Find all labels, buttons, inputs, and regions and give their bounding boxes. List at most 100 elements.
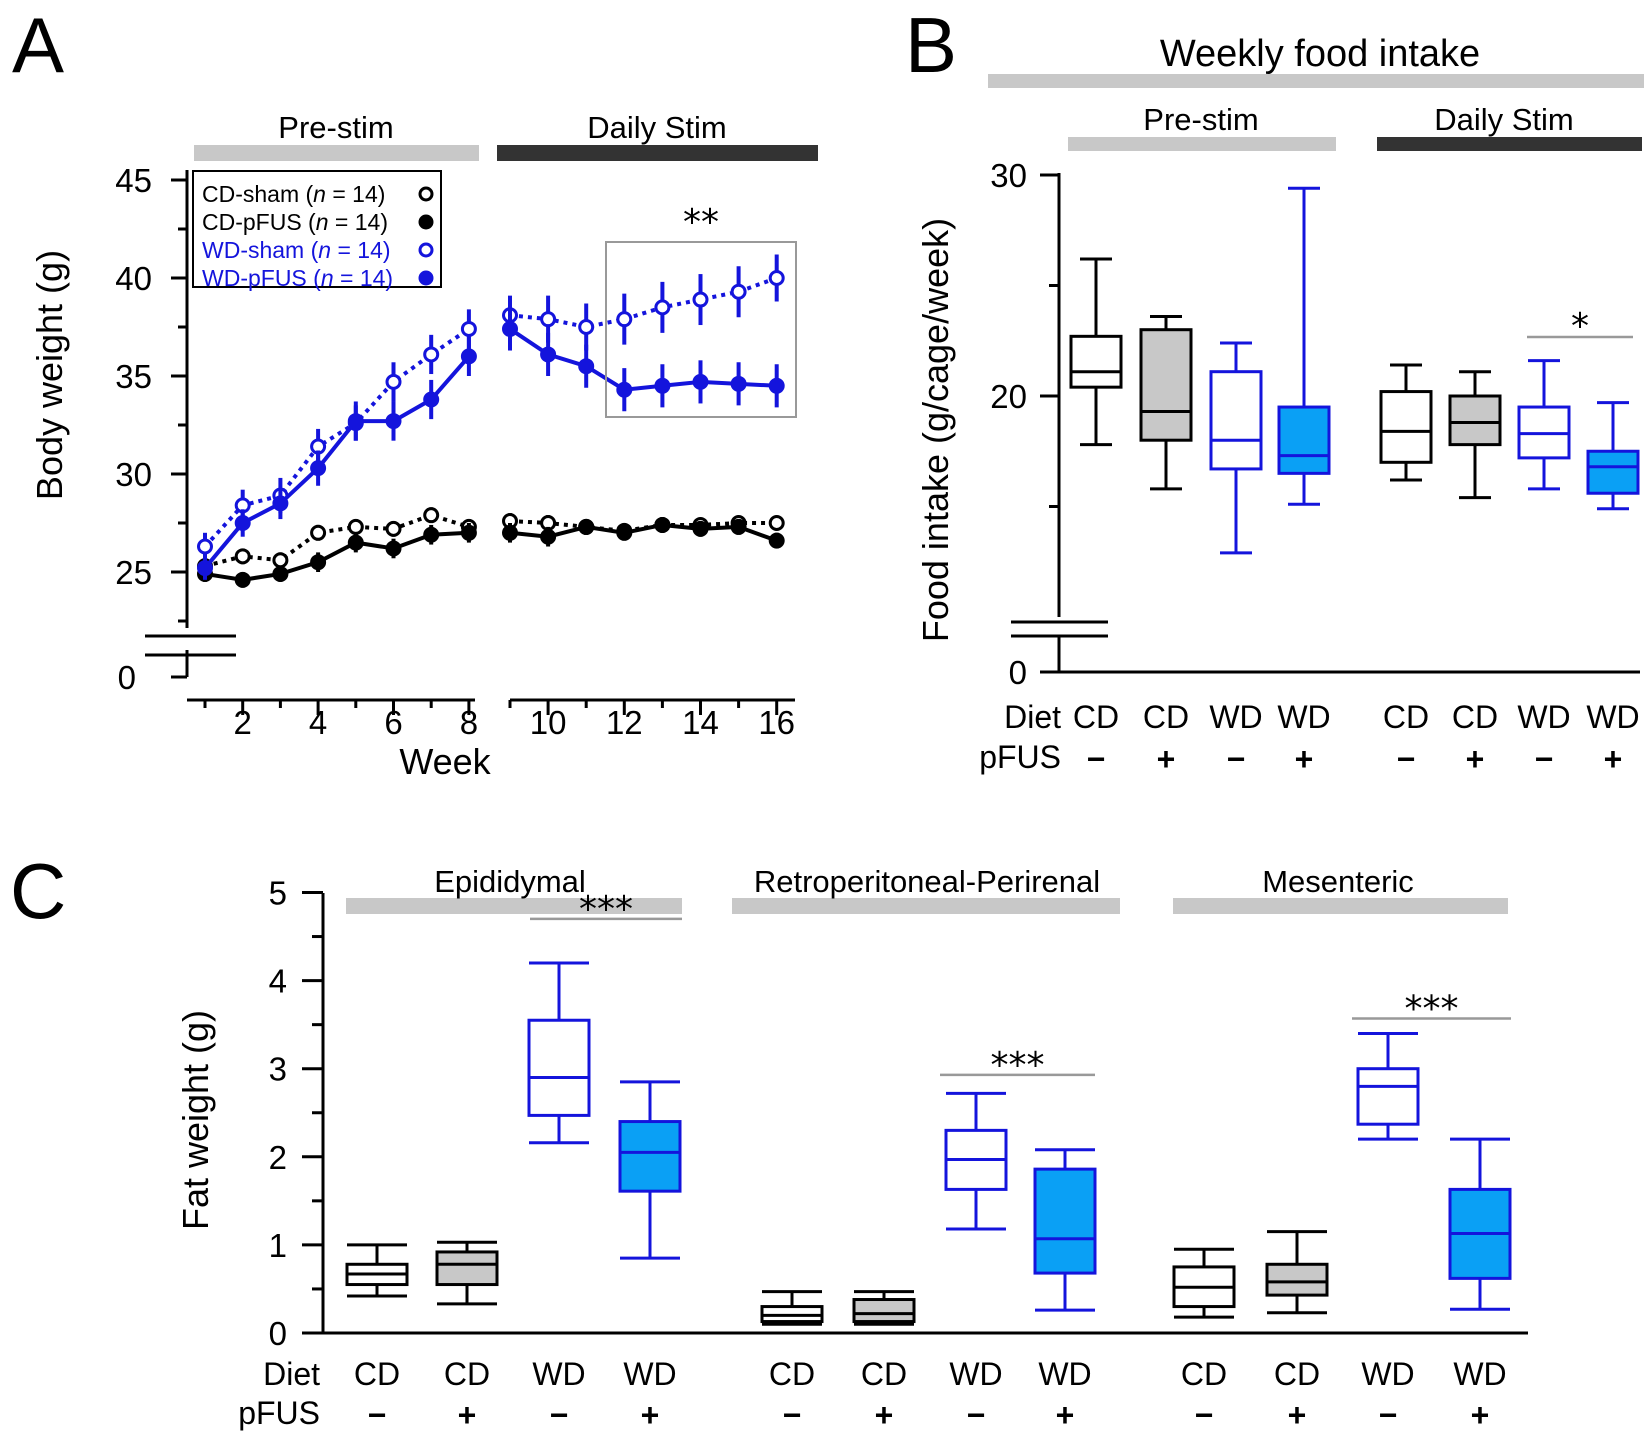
- box-c: [1356, 1067, 1420, 1126]
- group-bar-c: [1173, 898, 1508, 914]
- pfus-label-b: +: [1604, 741, 1623, 777]
- data-point-cd-pfus: [347, 534, 364, 551]
- panel-b-axes: 30 20 0: [990, 157, 1640, 691]
- data-point-wd-pfus: [460, 348, 477, 365]
- data-point-wd-pfus: [692, 373, 709, 390]
- data-point-wd-sham: [692, 291, 709, 308]
- legend-box: [192, 170, 442, 288]
- data-point-cd-pfus: [385, 540, 402, 557]
- panel-c-letter: C: [10, 847, 66, 935]
- y-tick-label-b: 20: [990, 378, 1027, 415]
- y-tick-label-c: 4: [269, 963, 287, 1000]
- data-point-cd-pfus: [616, 524, 633, 541]
- data-point-wd-sham: [730, 283, 747, 300]
- pfus-label-c: −: [550, 1397, 569, 1433]
- box-b: [1209, 370, 1263, 471]
- pre-stim-bar-b: [1068, 137, 1336, 151]
- diet-label-c: CD: [354, 1356, 400, 1392]
- panel-b: B Weekly food intake Pre-stim Daily Stim…: [905, 1, 1644, 777]
- diet-label-b: WD: [1586, 699, 1639, 735]
- box-b: [1069, 334, 1123, 389]
- data-point-wd-pfus: [385, 413, 402, 430]
- significance-b: *: [1571, 306, 1589, 347]
- data-point-cd-pfus: [730, 518, 747, 535]
- pre-stim-bar-a: [194, 145, 479, 161]
- data-point-wd-pfus: [197, 560, 213, 577]
- diet-label-c: WD: [1361, 1356, 1414, 1392]
- panel-c-group-bars: Epididymal Retroperitoneal-Perirenal Mesen…: [346, 864, 1508, 914]
- y-tick-label-b: 30: [990, 157, 1027, 194]
- group-bar-c: [732, 898, 1120, 914]
- diet-label-b: WD: [1209, 699, 1262, 735]
- data-point-cd-pfus: [578, 518, 595, 535]
- data-point-cd-pfus: [540, 528, 557, 545]
- diet-label-b: CD: [1143, 699, 1189, 735]
- x-tick-label-a: 8: [460, 704, 478, 741]
- pfus-label-c: +: [641, 1397, 660, 1433]
- data-point-cd-pfus: [692, 520, 709, 537]
- pfus-label-b: +: [1466, 741, 1485, 777]
- data-point-wd-sham: [654, 299, 671, 316]
- box-c: [852, 1298, 916, 1324]
- legend-a: CD-sham (n = 14)CD-pFUS (n = 14)WD-sham …: [192, 170, 442, 291]
- pfus-row-label-b: pFUS: [979, 739, 1061, 775]
- data-point-wd-pfus: [540, 346, 557, 363]
- daily-stim-label-b: Daily Stim: [1434, 102, 1574, 137]
- box-c: [435, 1250, 499, 1287]
- panel-a-letter: A: [12, 1, 64, 89]
- box-b: [1277, 405, 1331, 475]
- data-point-wd-pfus: [234, 515, 251, 531]
- diet-label-c: CD: [444, 1356, 490, 1392]
- x-tick-label-a: 6: [384, 704, 402, 741]
- data-point-wd-sham: [540, 311, 557, 328]
- data-point-cd-pfus: [423, 526, 440, 543]
- box-c: [527, 1018, 591, 1117]
- y-axis-label-b: Food intake (g/cage/week): [915, 218, 956, 642]
- data-point-wd-sham: [197, 538, 213, 555]
- y-tick-label-b: 0: [1009, 654, 1027, 691]
- legend-marker-wd-pfus: [418, 270, 434, 286]
- y-tick-label-a: 45: [115, 162, 152, 199]
- pfus-label-c: +: [1056, 1397, 1075, 1433]
- diet-label-b: CD: [1073, 699, 1119, 735]
- pfus-label-b: −: [1535, 741, 1554, 777]
- pfus-label-c: +: [458, 1397, 477, 1433]
- group-label-c: Mesenteric: [1262, 864, 1414, 899]
- legend-marker-cd-pfus: [418, 214, 434, 230]
- data-point-wd-pfus: [423, 391, 440, 408]
- panel-a-series: [197, 254, 785, 588]
- data-point-wd-pfus: [768, 377, 785, 394]
- data-point-wd-sham: [616, 311, 633, 328]
- diet-label-c: CD: [769, 1356, 815, 1392]
- data-point-cd-pfus: [310, 554, 327, 571]
- box-b: [1139, 328, 1193, 442]
- diet-label-c: CD: [1181, 1356, 1227, 1392]
- legend-label-cd-sham: CD-sham (n = 14): [202, 181, 385, 207]
- data-point-cd-sham: [768, 515, 785, 531]
- data-point-cd-pfus: [502, 524, 518, 541]
- pfus-row-label-c: pFUS: [238, 1395, 320, 1431]
- y-tick-label-c: 3: [269, 1051, 287, 1088]
- pfus-label-c: −: [967, 1397, 986, 1433]
- x-axis-label-a: Week: [399, 741, 491, 782]
- diet-label-c: WD: [949, 1356, 1002, 1392]
- data-point-wd-pfus: [654, 377, 671, 394]
- legend-marker-cd-sham: [418, 186, 434, 202]
- data-point-wd-pfus: [616, 381, 633, 398]
- data-point-cd-sham: [234, 548, 251, 565]
- panel-c-significance: *** *** ***: [530, 889, 1511, 1086]
- significance-c: ***: [1405, 988, 1459, 1029]
- x-tick-label-a: 16: [758, 704, 795, 741]
- group-label-c: Epididymal: [434, 864, 586, 899]
- box-c: [1265, 1262, 1329, 1297]
- pfus-label-c: +: [875, 1397, 894, 1433]
- significance-a: **: [683, 202, 719, 243]
- x-tick-label-a: 12: [606, 704, 643, 741]
- data-point-cd-pfus: [234, 571, 251, 588]
- y-tick-label-c: 1: [269, 1227, 287, 1264]
- data-point-cd-pfus: [272, 565, 289, 582]
- diet-row-label-c: Diet: [263, 1356, 320, 1392]
- y-tick-label-a: 35: [115, 358, 152, 395]
- box-b: [1586, 449, 1640, 495]
- data-point-wd-pfus: [272, 495, 289, 512]
